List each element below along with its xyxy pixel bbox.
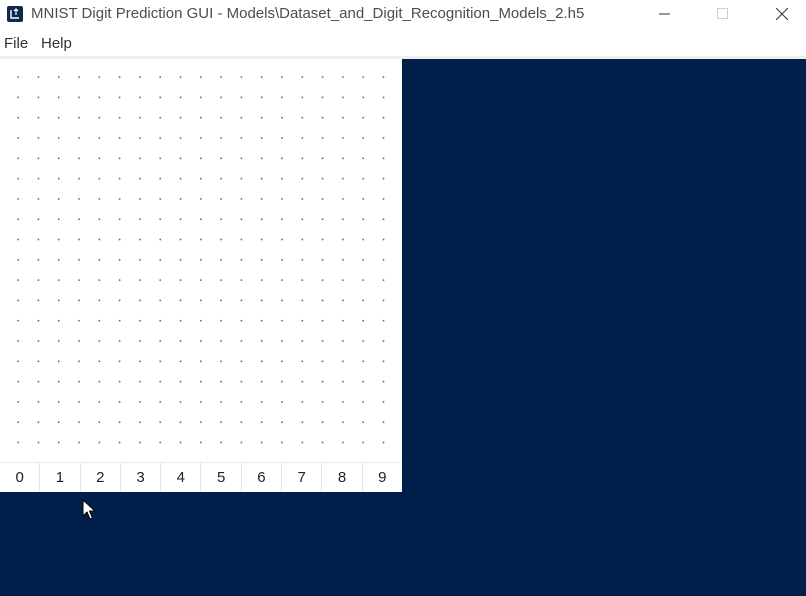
digit-cell-9: 9	[378, 469, 387, 486]
close-button[interactable]	[758, 0, 804, 30]
app-window-icon	[7, 6, 23, 22]
drawing-canvas[interactable]	[0, 59, 402, 462]
close-icon	[776, 8, 788, 20]
minimize-icon	[659, 13, 670, 15]
minimize-button[interactable]	[641, 0, 687, 30]
digit-cell-7: 7	[282, 463, 323, 492]
window-title: MNIST Digit Prediction GUI - Models\Data…	[31, 5, 585, 22]
digit-cell-0: 0	[0, 463, 41, 492]
title-bar[interactable]: MNIST Digit Prediction GUI - Models\Data…	[0, 0, 806, 30]
digit-cell-1: 1	[40, 463, 81, 492]
digit-cell-5: 5	[201, 463, 242, 492]
menu-file[interactable]: File	[4, 35, 29, 52]
result-panel	[402, 59, 806, 492]
digit-cell-2: 2	[81, 463, 121, 492]
digit-cell-4: 4	[161, 463, 202, 492]
menu-bar: File Help	[0, 33, 806, 55]
menu-help[interactable]: Help	[41, 35, 72, 52]
digit-cell-6: 6	[242, 463, 283, 492]
digit-cell-3: 3	[121, 463, 162, 492]
maximize-button[interactable]	[699, 0, 745, 30]
maximize-icon	[717, 8, 728, 19]
digit-cell-8: 8	[322, 463, 363, 492]
menu-divider	[0, 56, 806, 59]
bottom-panel	[0, 492, 806, 596]
mouse-pointer-icon	[82, 499, 96, 520]
